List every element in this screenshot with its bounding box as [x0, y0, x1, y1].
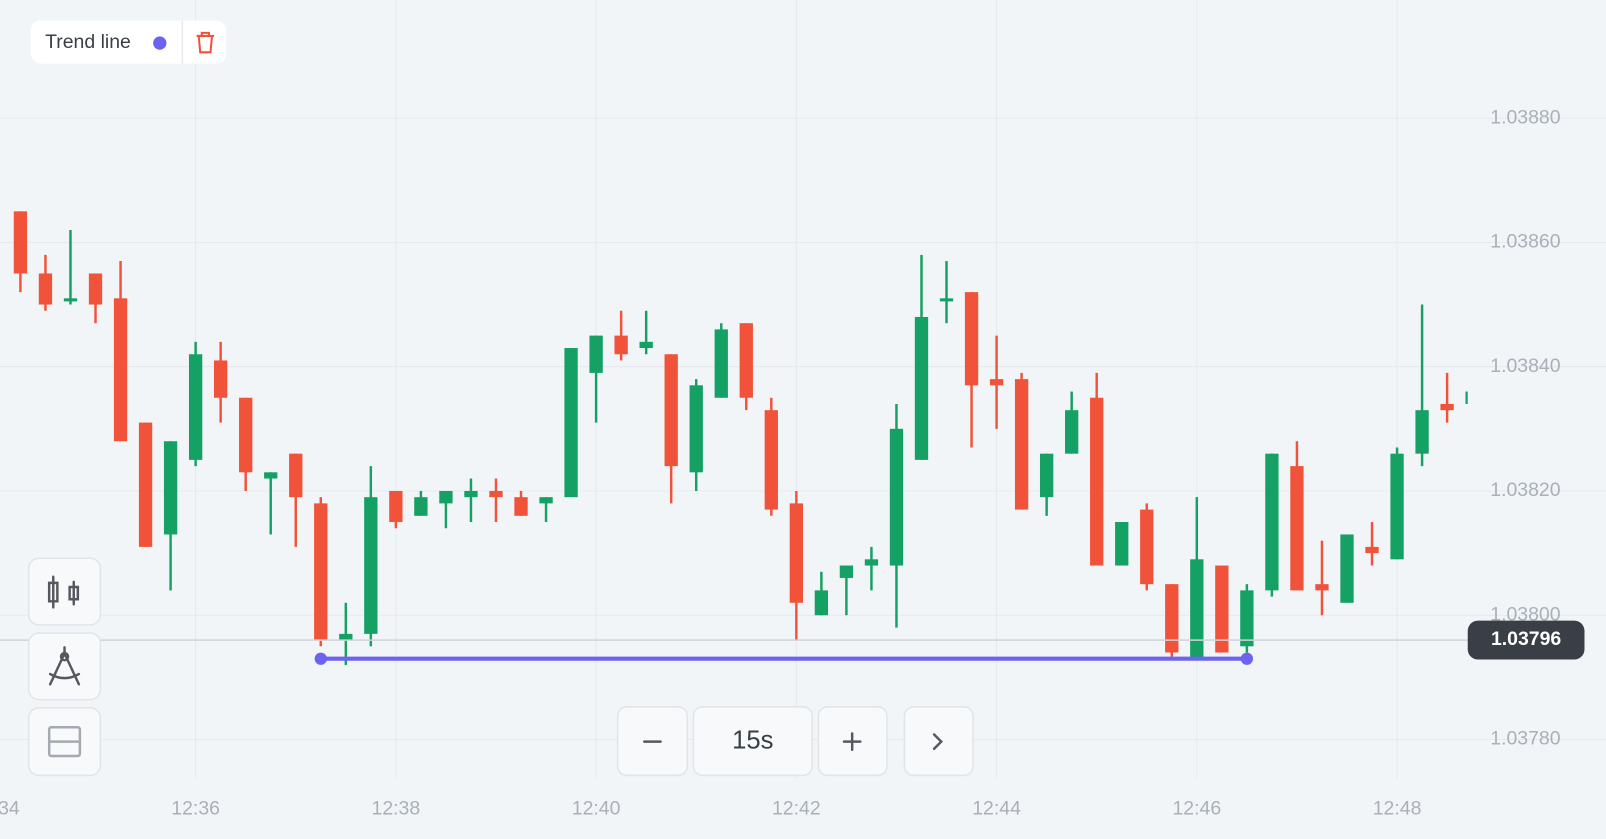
y-tick-label: 1.03880	[1490, 106, 1560, 128]
candle-body	[1390, 453, 1404, 560]
candle-body	[314, 503, 328, 641]
drawing-tag: Trend line	[30, 20, 227, 64]
candle-body	[289, 453, 303, 498]
x-tick-label: 12:34	[0, 797, 20, 819]
drawing-tools-button[interactable]	[27, 632, 102, 701]
layout-button[interactable]	[27, 707, 102, 777]
zoom-in-button[interactable]	[817, 706, 888, 777]
candle-body	[1440, 403, 1454, 411]
candle-body	[1014, 379, 1029, 510]
candle-body	[1465, 391, 1468, 404]
interval-button[interactable]: 15s	[692, 706, 813, 777]
trend-line-handle	[1240, 652, 1254, 665]
candle-body	[589, 335, 603, 373]
candle-body	[964, 292, 979, 386]
candle-body	[564, 348, 578, 498]
candle-body	[1240, 590, 1254, 647]
candle-body	[1140, 509, 1154, 585]
candle-body	[689, 385, 703, 473]
candle-body	[889, 428, 904, 566]
candle-body	[939, 298, 954, 302]
candle-body	[414, 497, 428, 516]
trend-line-handle	[314, 652, 327, 665]
candle-body	[88, 273, 103, 305]
scroll-right-button[interactable]	[903, 706, 974, 777]
candle-body	[864, 559, 879, 566]
candle-body	[539, 497, 553, 504]
y-tick-label: 1.03860	[1490, 231, 1560, 253]
candle-body	[163, 441, 178, 535]
candle-body	[214, 360, 228, 398]
candle-body	[389, 490, 403, 523]
candle-body	[1115, 522, 1129, 566]
candles	[13, 211, 1468, 665]
candle-body	[1340, 534, 1354, 603]
candle-body	[614, 335, 628, 355]
y-tick-label: 1.03820	[1490, 479, 1560, 501]
candle-body	[789, 503, 803, 603]
y-tick-label: 1.03780	[1490, 728, 1560, 750]
candle-body	[1415, 410, 1429, 454]
candle-body	[339, 633, 353, 641]
candle-body	[1290, 466, 1304, 591]
candle-body	[63, 298, 78, 302]
overlay: 1.03796	[0, 620, 1585, 665]
y-tick-label: 1.03840	[1490, 355, 1560, 377]
x-tick-label: 12:40	[572, 797, 621, 819]
x-tick-label: 12:36	[171, 797, 220, 819]
delete-button[interactable]	[196, 31, 215, 54]
candle-body	[764, 410, 778, 510]
x-tick-label: 12:42	[772, 797, 821, 819]
y-tick-label: 1.03800	[1490, 603, 1560, 625]
candle-body	[439, 490, 453, 504]
candle-body	[639, 341, 653, 349]
candle-body	[489, 490, 503, 498]
candle-body	[13, 211, 28, 274]
candle-body	[739, 323, 753, 398]
current-price-tag	[1467, 620, 1585, 660]
candle-body	[1190, 559, 1204, 659]
candle-body	[1215, 565, 1229, 653]
candle-body	[1315, 584, 1329, 591]
candle-body	[38, 273, 53, 305]
candle-body	[814, 590, 829, 616]
tag-bg	[30, 20, 227, 64]
candle-body	[138, 422, 153, 547]
candle-body	[1090, 397, 1104, 566]
candle-body	[464, 490, 478, 498]
candle-body	[239, 397, 253, 473]
x-tick-label: 12:44	[972, 797, 1021, 819]
interval-label: 15s	[732, 726, 773, 754]
chart-type-button[interactable]	[27, 557, 102, 626]
x-tick-label: 12:48	[1373, 797, 1422, 819]
candle-body	[1065, 410, 1079, 454]
candle-body	[839, 565, 854, 578]
candle-body	[914, 316, 929, 460]
candle-body	[1365, 546, 1379, 554]
candle-body	[1265, 453, 1279, 591]
candle-body	[188, 354, 203, 460]
zoom-out-button[interactable]	[616, 706, 689, 777]
candle-body	[989, 379, 1004, 386]
candle-body	[113, 298, 128, 442]
candle-body	[364, 497, 378, 634]
candle-body	[514, 497, 528, 516]
x-tick-label: 12:38	[372, 797, 421, 819]
candle-body	[264, 472, 278, 479]
candle-body	[714, 329, 728, 398]
tag-label: Trend line	[45, 31, 131, 53]
x-tick-label: 12:46	[1172, 797, 1221, 819]
current-price-label: 1.03796	[1491, 628, 1561, 650]
candle-body	[1165, 584, 1179, 653]
candle-body	[664, 354, 678, 467]
candle-body	[1039, 453, 1054, 498]
tag-dot	[153, 36, 167, 50]
